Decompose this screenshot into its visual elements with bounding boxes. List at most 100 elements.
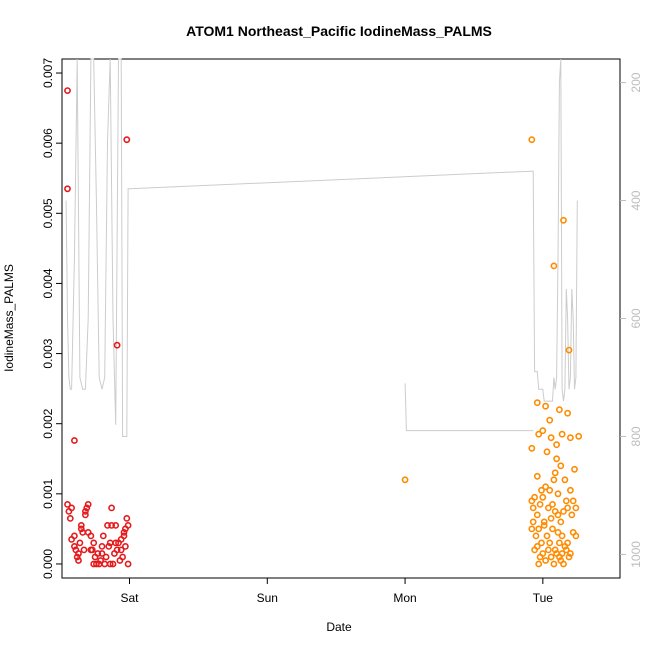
series-layer (64, 58, 583, 568)
data-point-1 (535, 525, 543, 533)
data-point-1 (549, 525, 556, 533)
data-point-1 (572, 504, 580, 512)
data-point-0 (98, 543, 106, 550)
data-point-1 (550, 560, 558, 568)
y-tick-label: 0.007 (41, 58, 55, 88)
data-point-1 (575, 432, 583, 440)
data-point-0 (82, 507, 89, 515)
y2-tick-label: 200 (629, 72, 643, 92)
data-point-1 (533, 399, 541, 407)
data-point-1 (545, 546, 552, 554)
data-point-1 (546, 416, 554, 424)
data-point-0 (68, 504, 75, 512)
data-point-1 (556, 406, 563, 414)
data-point-1 (540, 522, 548, 529)
y2-tick-label: 800 (629, 426, 643, 446)
data-point-0 (97, 557, 104, 564)
data-point-0 (73, 553, 81, 561)
data-point-0 (94, 550, 102, 557)
data-point-1 (564, 539, 571, 547)
x-tick-label: Sat (121, 591, 140, 605)
data-point-0 (77, 522, 85, 529)
data-point-1 (551, 469, 559, 477)
y2-tick-label: 1000 (629, 541, 643, 568)
y-tick-label: 0.005 (41, 198, 55, 228)
data-point-1 (567, 434, 574, 442)
data-point-0 (68, 536, 75, 543)
data-point-0 (108, 504, 115, 512)
data-point-1 (529, 504, 537, 512)
data-point-1 (547, 515, 555, 522)
data-point-0 (80, 546, 88, 554)
data-point-0 (105, 543, 113, 550)
data-point-0 (112, 539, 120, 547)
data-point-1 (569, 497, 577, 505)
data-point-1 (547, 434, 555, 442)
data-point-1 (565, 553, 573, 561)
data-point-1 (528, 525, 536, 533)
data-point-1 (535, 430, 543, 438)
x-tick-label: Sun (257, 591, 278, 605)
data-point-0 (84, 500, 92, 508)
data-point-0 (99, 532, 107, 540)
data-point-0 (120, 532, 128, 540)
data-point-0 (82, 511, 89, 519)
data-point-0 (113, 341, 121, 349)
data-point-0 (123, 136, 131, 144)
data-point-0 (123, 515, 131, 522)
data-point-0 (120, 529, 128, 536)
data-point-1 (558, 532, 566, 540)
data-point-0 (122, 543, 129, 550)
y-tick-label: 0.004 (41, 268, 55, 298)
data-point-1 (560, 507, 567, 515)
data-point-1 (543, 448, 551, 456)
data-point-1 (554, 490, 562, 498)
data-point-1 (556, 539, 563, 547)
data-point-1 (557, 518, 565, 526)
x-tick-label: Tue (533, 591, 554, 605)
data-point-1 (567, 486, 574, 494)
data-point-1 (546, 539, 554, 547)
data-point-1 (535, 560, 543, 568)
y-axis-label: IodineMass_PALMS (2, 264, 16, 372)
data-point-1 (540, 518, 548, 526)
data-point-0 (102, 553, 110, 561)
data-point-0 (87, 532, 95, 540)
y-tick-label: 0.000 (41, 549, 55, 579)
data-point-1 (562, 546, 570, 554)
data-point-1 (571, 465, 578, 473)
data-point-0 (79, 529, 87, 536)
data-point-1 (533, 543, 541, 550)
data-point-0 (117, 546, 125, 554)
data-point-0 (119, 553, 126, 561)
data-point-0 (83, 504, 91, 512)
data-point-0 (71, 543, 78, 550)
data-point-1 (546, 486, 554, 494)
data-point-1 (542, 402, 549, 410)
y2-tick-label: 600 (629, 308, 643, 328)
data-point-1 (560, 216, 567, 224)
y-tick-label: 0.002 (41, 408, 55, 438)
data-point-1 (539, 550, 547, 557)
data-point-0 (104, 522, 111, 529)
data-point-0 (112, 522, 120, 529)
data-point-0 (98, 550, 106, 557)
data-point-1 (553, 441, 560, 449)
x-tick-label: Mon (393, 591, 416, 605)
data-point-1 (564, 504, 571, 512)
y-tick-label: 0.006 (41, 128, 55, 158)
chart-title: ATOM1 Northeast_Pacific IodineMass_PALMS (186, 23, 492, 39)
data-point-0 (124, 560, 132, 568)
data-point-1 (533, 511, 541, 519)
data-point-0 (90, 560, 98, 568)
data-point-0 (64, 185, 71, 193)
data-point-1 (551, 546, 559, 554)
y-tick-label: 0.003 (41, 338, 55, 368)
secondary-line-segment (404, 383, 534, 432)
data-point-1 (553, 455, 560, 463)
y2-tick-label: 400 (629, 190, 643, 210)
data-point-1 (528, 136, 536, 144)
data-point-1 (550, 262, 558, 270)
data-point-1 (558, 550, 566, 557)
data-point-0 (106, 539, 114, 547)
